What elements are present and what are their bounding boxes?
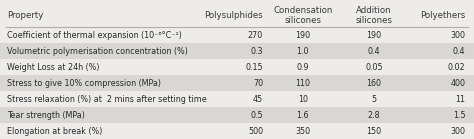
Text: 0.05: 0.05: [365, 63, 383, 72]
Text: Weight Loss at 24h (%): Weight Loss at 24h (%): [7, 63, 100, 72]
Bar: [0, 4, 474, 27]
Text: 400: 400: [450, 79, 465, 88]
Text: 300: 300: [450, 31, 465, 40]
Text: 70: 70: [253, 79, 263, 88]
Text: 190: 190: [295, 31, 310, 40]
Text: Coefficient of thermal expansion (10⁻⁶°C⁻¹): Coefficient of thermal expansion (10⁻⁶°C…: [7, 31, 182, 40]
Text: 0.15: 0.15: [246, 63, 263, 72]
Bar: [0, 91, 474, 107]
Text: Polysulphides: Polysulphides: [204, 11, 263, 20]
Text: 350: 350: [295, 126, 310, 136]
Text: 500: 500: [248, 126, 263, 136]
Bar: [0, 107, 474, 123]
Text: 270: 270: [248, 31, 263, 40]
Text: Stress relaxation (%) at  2 mins after setting time: Stress relaxation (%) at 2 mins after se…: [7, 95, 207, 104]
Text: 0.4: 0.4: [368, 47, 380, 56]
Bar: [0, 27, 474, 43]
Text: 0.9: 0.9: [297, 63, 309, 72]
Text: 10: 10: [298, 95, 308, 104]
Text: 110: 110: [295, 79, 310, 88]
Text: Elongation at break (%): Elongation at break (%): [7, 126, 102, 136]
Text: 5: 5: [372, 95, 376, 104]
Text: 1.0: 1.0: [297, 47, 309, 56]
Text: 1.5: 1.5: [453, 111, 465, 120]
Text: 11: 11: [456, 95, 465, 104]
Text: 0.3: 0.3: [251, 47, 263, 56]
Text: Addition
silicones: Addition silicones: [356, 6, 392, 25]
Text: 0.5: 0.5: [250, 111, 263, 120]
Text: Condensation
silicones: Condensation silicones: [273, 6, 333, 25]
Text: 150: 150: [366, 126, 382, 136]
Text: Tear strength (MPa): Tear strength (MPa): [7, 111, 85, 120]
Text: 190: 190: [366, 31, 382, 40]
Text: 300: 300: [450, 126, 465, 136]
Text: 0.4: 0.4: [453, 47, 465, 56]
Text: Polyethers: Polyethers: [420, 11, 465, 20]
Bar: [0, 59, 474, 75]
Text: Volumetric polymerisation concentration (%): Volumetric polymerisation concentration …: [7, 47, 188, 56]
Text: 2.8: 2.8: [368, 111, 380, 120]
Text: 0.02: 0.02: [448, 63, 465, 72]
Text: 1.6: 1.6: [297, 111, 309, 120]
Bar: [0, 123, 474, 139]
Text: 160: 160: [366, 79, 382, 88]
Text: Property: Property: [7, 11, 44, 20]
Bar: [0, 75, 474, 91]
Bar: [0, 43, 474, 59]
Text: Stress to give 10% compression (MPa): Stress to give 10% compression (MPa): [7, 79, 161, 88]
Text: 45: 45: [253, 95, 263, 104]
